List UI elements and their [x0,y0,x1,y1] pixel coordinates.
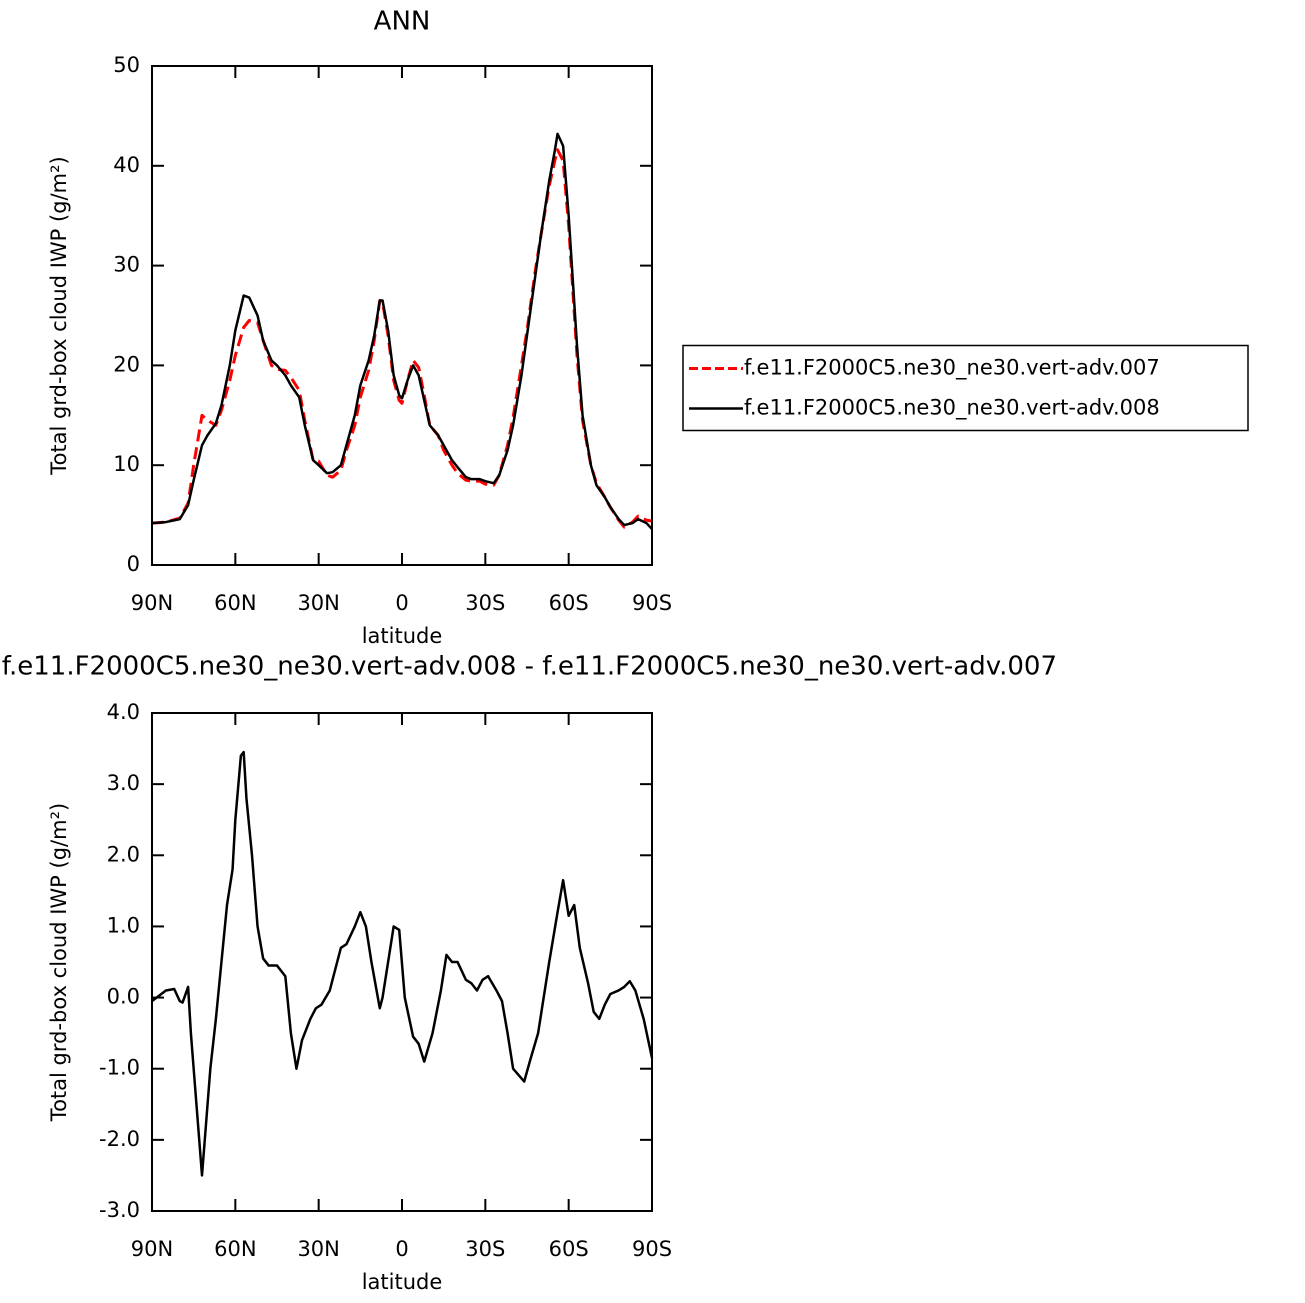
y-axis-label: Total grd-box cloud IWP (g/m²) [47,803,71,1122]
legend-label: f.e11.F2000C5.ne30_ne30.vert-adv.008 [744,396,1160,421]
x-tick-label: 30S [465,591,505,615]
x-tick-label: 90S [632,1237,672,1261]
x-tick-label: 90N [131,1237,173,1261]
y-tick-label: 0.0 [107,985,140,1009]
legend-label: f.e11.F2000C5.ne30_ne30.vert-adv.007 [744,356,1160,381]
y-tick-label: 10 [113,452,140,476]
x-tick-label: 0 [395,591,408,615]
plot-frame [151,65,653,566]
y-tick-label: 20 [113,352,140,376]
chart-title: f.e11.F2000C5.ne30_ne30.vert-adv.008 - f… [2,652,1057,682]
x-tick-label: 30N [297,591,339,615]
legend-box [682,344,1249,432]
chart-title: ANN [374,7,431,37]
y-tick-label: 1.0 [107,913,140,937]
plot-frame [151,712,653,1212]
x-tick-label: 90S [632,591,672,615]
x-tick-label: 30S [465,1237,505,1261]
x-tick-label: 60N [214,591,256,615]
x-tick-label: 60S [549,591,589,615]
y-axis-label: Total grd-box cloud IWP (g/m²) [47,156,71,475]
x-tick-label: 60N [214,1237,256,1261]
y-tick-label: -3.0 [99,1198,140,1222]
y-tick-label: 40 [113,153,140,177]
y-tick-label: 30 [113,253,140,277]
x-axis-label: latitude [362,1270,443,1294]
y-tick-label: 3.0 [107,771,140,795]
y-tick-label: -2.0 [99,1127,140,1151]
y-tick-label: -1.0 [99,1056,140,1080]
y-tick-label: 4.0 [107,700,140,724]
y-tick-label: 50 [113,53,140,77]
x-tick-label: 30N [297,1237,339,1261]
x-tick-label: 60S [549,1237,589,1261]
x-tick-label: 0 [395,1237,408,1261]
y-tick-label: 0 [127,552,140,576]
y-tick-label: 2.0 [107,842,140,866]
series-line [151,132,653,530]
series-line [151,750,654,1177]
x-axis-label: latitude [362,624,443,648]
x-tick-label: 90N [131,591,173,615]
